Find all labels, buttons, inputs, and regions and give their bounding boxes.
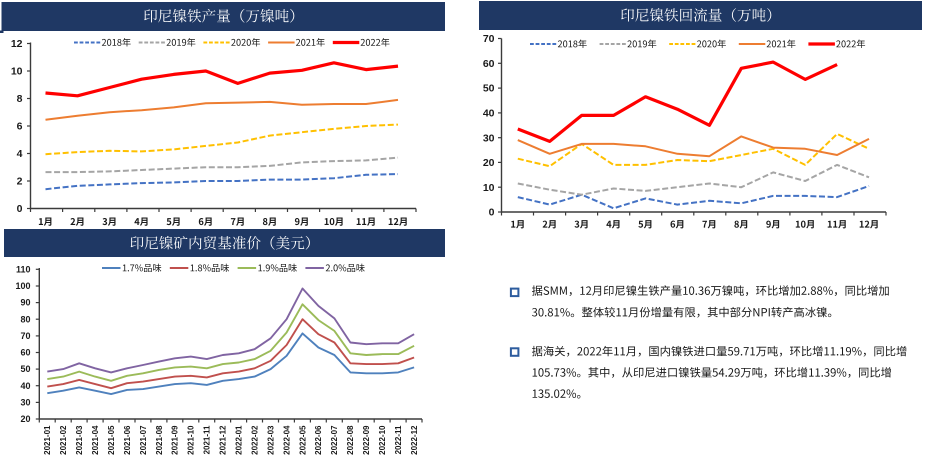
svg-text:100: 100 (15, 281, 30, 291)
svg-text:30: 30 (483, 132, 495, 144)
svg-text:2021-11: 2021-11 (203, 425, 212, 454)
svg-text:20: 20 (483, 157, 495, 169)
svg-text:2022-11: 2022-11 (394, 425, 403, 454)
svg-text:2022-02: 2022-02 (250, 425, 259, 455)
svg-text:80: 80 (20, 314, 30, 324)
svg-text:2021-02: 2021-02 (59, 425, 68, 455)
svg-text:10: 10 (483, 182, 495, 194)
svg-text:2022-05: 2022-05 (298, 425, 307, 455)
svg-text:2022-12: 2022-12 (410, 425, 419, 455)
svg-text:2021-05: 2021-05 (107, 425, 116, 455)
svg-text:6: 6 (17, 121, 23, 133)
svg-text:2022-08: 2022-08 (346, 425, 355, 455)
svg-text:10: 10 (11, 66, 23, 78)
svg-text:110: 110 (16, 264, 31, 274)
svg-text:40: 40 (483, 108, 495, 120)
svg-text:50: 50 (20, 364, 30, 374)
svg-text:2021-07: 2021-07 (139, 425, 148, 455)
svg-text:70: 70 (20, 331, 30, 341)
svg-text:2: 2 (17, 176, 23, 188)
svg-text:60: 60 (20, 348, 30, 358)
svg-text:2022-10: 2022-10 (378, 425, 387, 455)
svg-text:12: 12 (11, 38, 23, 50)
svg-text:2022-01: 2022-01 (235, 425, 244, 455)
svg-text:2021-12: 2021-12 (219, 425, 228, 455)
svg-text:4: 4 (17, 148, 23, 160)
svg-text:30: 30 (20, 398, 30, 408)
svg-text:2021-01: 2021-01 (43, 425, 52, 455)
svg-text:60: 60 (483, 58, 495, 70)
svg-text:2021-10: 2021-10 (187, 425, 196, 455)
svg-text:50: 50 (483, 83, 495, 95)
svg-text:2022-09: 2022-09 (362, 425, 371, 455)
svg-text:2021-03: 2021-03 (75, 425, 84, 455)
svg-text:2022-07: 2022-07 (330, 425, 339, 455)
svg-text:2022-04: 2022-04 (282, 425, 291, 455)
svg-text:8: 8 (17, 93, 23, 105)
svg-text:2021-06: 2021-06 (123, 425, 132, 455)
svg-text:20: 20 (20, 414, 30, 424)
svg-text:2021-08: 2021-08 (155, 425, 164, 455)
svg-text:40: 40 (20, 381, 30, 391)
svg-text:0: 0 (489, 207, 495, 219)
svg-text:2022-06: 2022-06 (314, 425, 323, 455)
svg-text:70: 70 (483, 33, 495, 45)
svg-text:2022-03: 2022-03 (266, 425, 275, 455)
svg-text:2021-04: 2021-04 (91, 425, 100, 455)
svg-text:2021-09: 2021-09 (171, 425, 180, 455)
svg-text:0: 0 (17, 203, 23, 215)
svg-text:90: 90 (20, 298, 30, 308)
